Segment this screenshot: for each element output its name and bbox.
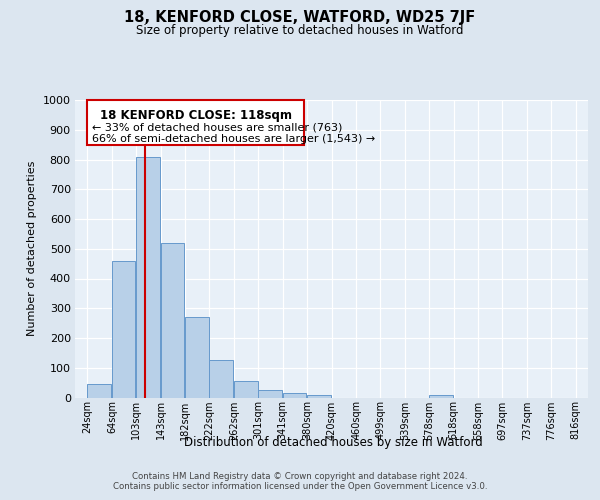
Text: 18, KENFORD CLOSE, WATFORD, WD25 7JF: 18, KENFORD CLOSE, WATFORD, WD25 7JF (124, 10, 476, 25)
Bar (209, 360, 233, 398)
Bar (136, 156, 160, 398)
Text: 18 KENFORD CLOSE: 118sqm: 18 KENFORD CLOSE: 118sqm (100, 109, 292, 122)
Text: Contains public sector information licensed under the Open Government Licence v3: Contains public sector information licen… (113, 482, 487, 491)
Bar (88, 384, 112, 398)
Text: ← 33% of detached houses are smaller (763): ← 33% of detached houses are smaller (76… (92, 122, 343, 132)
Bar (161, 243, 184, 398)
Text: Distribution of detached houses by size in Watford: Distribution of detached houses by size … (184, 436, 482, 449)
Bar (283, 393, 306, 398)
Y-axis label: Number of detached properties: Number of detached properties (27, 161, 37, 336)
Bar (307, 395, 331, 398)
Bar (234, 381, 257, 398)
Bar (112, 260, 136, 398)
Bar (258, 390, 282, 398)
Bar (185, 317, 209, 398)
Text: Contains HM Land Registry data © Crown copyright and database right 2024.: Contains HM Land Registry data © Crown c… (132, 472, 468, 481)
Text: 66% of semi-detached houses are larger (1,543) →: 66% of semi-detached houses are larger (… (92, 134, 376, 144)
Text: Size of property relative to detached houses in Watford: Size of property relative to detached ho… (136, 24, 464, 37)
Bar (429, 395, 453, 398)
